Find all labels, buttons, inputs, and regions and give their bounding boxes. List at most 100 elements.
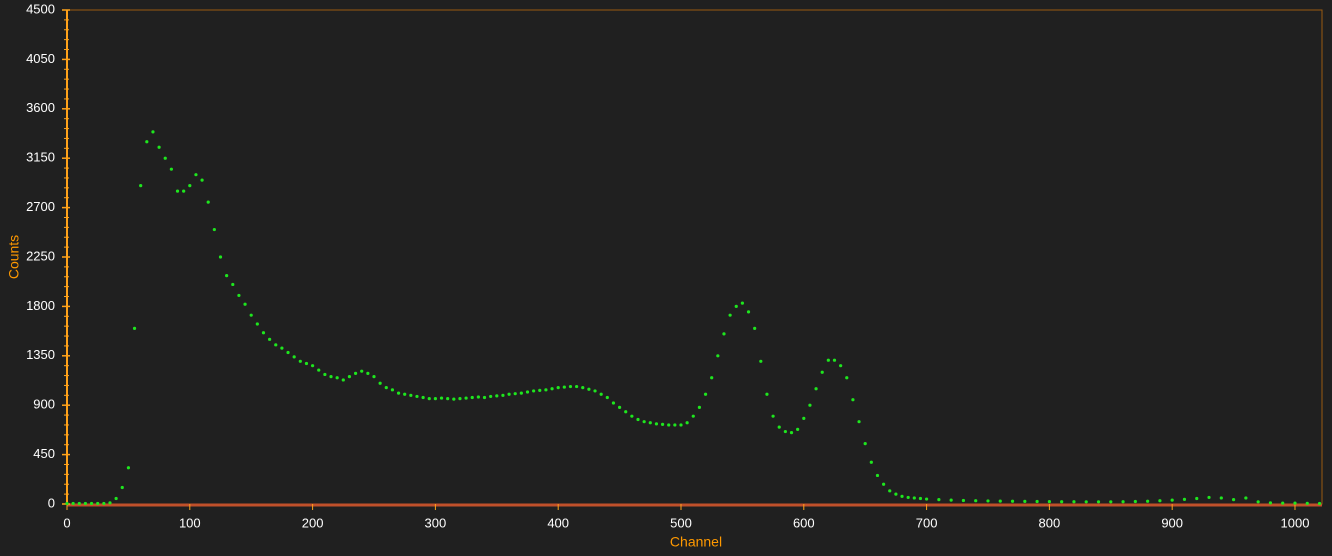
- data-point: [660, 422, 665, 427]
- data-point: [826, 358, 830, 362]
- data-point: [746, 310, 751, 314]
- data-point: [1281, 501, 1285, 505]
- data-point: [599, 392, 603, 396]
- data-point: [1256, 500, 1260, 504]
- data-point: [1121, 500, 1125, 504]
- data-point: [507, 392, 511, 396]
- data-point: [1047, 499, 1051, 504]
- data-point: [163, 156, 167, 160]
- data-point: [360, 369, 364, 373]
- data-point: [986, 499, 990, 503]
- x-axis-label: Channel: [670, 534, 722, 550]
- data-point: [863, 442, 867, 446]
- data-point: [642, 420, 646, 424]
- data-point: [937, 498, 941, 502]
- data-point: [605, 395, 609, 400]
- y-tick-label: 450: [33, 446, 55, 461]
- x-tick-label: 600: [793, 515, 815, 530]
- data-point: [710, 376, 714, 380]
- data-point: [157, 145, 161, 149]
- data-point: [1305, 501, 1309, 505]
- data-point: [378, 381, 382, 385]
- data-point: [323, 372, 327, 377]
- data-point: [538, 388, 542, 392]
- data-point: [900, 494, 904, 498]
- data-point: [1096, 500, 1101, 504]
- data-point: [882, 482, 886, 486]
- data-point: [568, 384, 573, 389]
- data-point: [562, 385, 566, 389]
- data-point: [851, 398, 855, 402]
- data-point: [83, 501, 88, 506]
- data-point: [691, 414, 695, 418]
- data-point: [139, 184, 143, 188]
- data-point: [1109, 500, 1113, 504]
- data-point: [1195, 496, 1199, 501]
- y-tick-label: 900: [33, 397, 55, 412]
- data-point: [132, 326, 137, 330]
- data-point: [839, 364, 843, 368]
- data-point: [1158, 499, 1162, 503]
- data-point: [182, 189, 186, 193]
- data-point: [458, 397, 462, 401]
- data-point: [636, 417, 640, 422]
- data-point: [366, 371, 370, 375]
- data-point: [206, 200, 210, 204]
- data-point: [126, 466, 130, 470]
- data-point: [679, 423, 683, 427]
- data-point: [108, 501, 112, 505]
- data-point: [845, 376, 849, 380]
- data-point: [703, 392, 708, 396]
- data-point: [151, 130, 155, 134]
- data-point: [789, 431, 794, 435]
- data-point: [593, 389, 597, 393]
- data-point: [390, 388, 395, 392]
- data-point: [274, 343, 278, 347]
- data-point: [777, 425, 781, 429]
- data-point: [102, 501, 106, 506]
- data-point: [225, 274, 229, 278]
- data-point: [470, 395, 474, 400]
- data-point: [716, 354, 720, 358]
- data-point: [906, 495, 910, 500]
- data-point: [667, 423, 671, 427]
- data-point: [347, 375, 352, 379]
- data-point: [513, 392, 517, 396]
- data-point: [452, 397, 456, 401]
- data-point: [212, 227, 216, 232]
- data-point: [341, 378, 345, 382]
- data-point: [525, 390, 530, 394]
- data-point: [280, 346, 284, 350]
- data-point: [869, 460, 873, 464]
- x-tick-label: 400: [547, 515, 569, 530]
- data-point: [961, 498, 966, 503]
- data-point: [1317, 501, 1322, 506]
- data-point: [317, 368, 321, 372]
- y-tick-label: 4050: [26, 51, 55, 66]
- data-point: [476, 395, 480, 399]
- data-point: [482, 395, 487, 400]
- data-point: [489, 394, 493, 399]
- data-point: [550, 387, 554, 391]
- data-point: [624, 410, 628, 414]
- data-point: [581, 386, 585, 390]
- data-point: [808, 403, 812, 407]
- data-point: [145, 140, 149, 144]
- data-point: [286, 350, 290, 355]
- data-point: [697, 405, 702, 409]
- data-point: [218, 255, 223, 259]
- data-point: [630, 414, 634, 418]
- data-point: [734, 304, 738, 308]
- y-tick-label: 4500: [26, 1, 55, 16]
- data-point: [820, 370, 824, 374]
- data-point: [249, 313, 253, 317]
- data-point: [335, 376, 339, 380]
- data-point: [728, 313, 732, 317]
- data-point: [771, 414, 775, 418]
- data-point: [495, 394, 499, 398]
- x-tick-label: 300: [425, 515, 447, 530]
- data-point: [802, 416, 806, 420]
- data-point: [998, 499, 1002, 503]
